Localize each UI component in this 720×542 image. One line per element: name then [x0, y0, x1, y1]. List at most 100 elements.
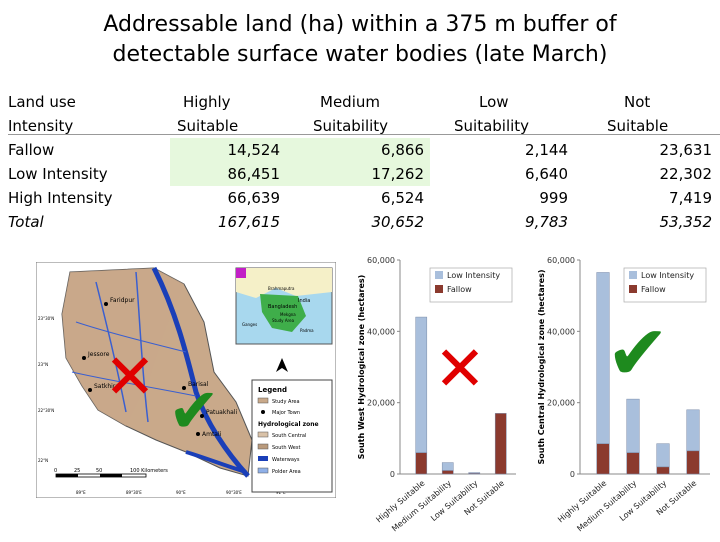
- lat-label: 22°30'N: [38, 408, 54, 413]
- title-line-2: detectable surface water bodies (late Ma…: [112, 42, 608, 67]
- town-jessore: Jessore: [87, 351, 110, 358]
- header-medium: Medium: [320, 93, 380, 111]
- north-arrow-icon: [276, 358, 288, 372]
- bar-low-intensity: [686, 409, 700, 452]
- inset-label-study-area: Study Area: [272, 318, 295, 323]
- cell-highly: 167,615: [217, 213, 280, 231]
- table-header-row-1: Land use Highly Medium Low Not: [8, 90, 714, 114]
- inset-label-brahmaputra: Brahmaputra: [268, 286, 295, 291]
- row-label: Total: [8, 213, 44, 231]
- inset-label-india: India: [298, 298, 310, 304]
- cell-low: 6,640: [525, 165, 568, 183]
- cell-not: 53,352: [659, 213, 713, 231]
- y-axis-label: South West Hydrological zone (hectares): [357, 275, 366, 460]
- bar-fallow: [415, 452, 428, 475]
- bar-low-intensity: [626, 398, 640, 453]
- bar-fallow: [494, 413, 507, 475]
- lon-label: 89°E: [76, 490, 86, 495]
- bar-low-intensity: [415, 316, 428, 453]
- scale-label: 50: [96, 468, 102, 474]
- legend-label: Low Intensity: [641, 271, 694, 280]
- cell-highly: 14,524: [227, 141, 281, 159]
- legend-swatch: [629, 271, 637, 279]
- legend-label: Low Intensity: [447, 271, 500, 280]
- chart-1-cross-mark-icon: ✕: [434, 332, 486, 405]
- cell-low: 9,783: [525, 213, 568, 231]
- row-label: Low Intensity: [8, 165, 108, 183]
- lon-label: 90°E: [176, 490, 186, 495]
- town-satkhira: Satkhira: [94, 383, 119, 390]
- header-intensity: Intensity: [8, 117, 74, 135]
- table-header-row-2: Intensity Suitable Suitability Suitabili…: [8, 114, 714, 138]
- table-row-total: Total 167,615 30,652 9,783 53,352: [8, 210, 714, 234]
- study-area-map: Brahmaputra India Bangladesh Study Area …: [35, 261, 337, 499]
- y-tick-label: 60,000: [547, 256, 575, 265]
- header-suitable-not: Suitable: [607, 117, 669, 135]
- bar-low-intensity: [441, 462, 454, 471]
- inset-label-bangladesh: Bangladesh: [268, 304, 297, 310]
- town-patuakhali: Patuakhali: [206, 409, 237, 416]
- lon-label: 90°30'E: [226, 490, 242, 495]
- legend-zone-south-central: South Central: [272, 433, 306, 439]
- inset-label-mekgna: Mekgna: [280, 312, 296, 317]
- table-row-low-intensity: Low Intensity 86,451 17,262 6,640 22,302: [8, 162, 714, 186]
- x-tick-label: Low Suitability: [429, 478, 480, 523]
- town-amtali: Amtali: [202, 431, 222, 438]
- bar-fallow: [596, 443, 610, 475]
- y-tick-label: 40,000: [547, 327, 575, 336]
- table-row-fallow: Fallow 14,524 6,866 2,144 23,631: [8, 138, 714, 162]
- cell-medium: 17,262: [371, 165, 425, 183]
- bar-low-intensity: [656, 443, 670, 468]
- y-axis-label: South Central Hydrological zone (hectare…: [537, 270, 546, 465]
- legend-major-town: Major Town: [272, 410, 300, 416]
- bar-low-intensity: [468, 472, 481, 474]
- chart-legend: [623, 267, 707, 303]
- table-row-high-intensity: High Intensity 66,639 6,524 999 7,419: [8, 186, 714, 210]
- bar-fallow: [656, 466, 670, 475]
- lat-label: 22°N: [38, 458, 48, 463]
- legend-polder-area: Polder Area: [272, 469, 301, 475]
- legend-label: Fallow: [447, 285, 472, 294]
- scale-label: 100 Kilometers: [130, 468, 168, 474]
- header-land-use: Land use: [8, 93, 76, 111]
- lon-label: 89°30'E: [126, 490, 142, 495]
- cell-not: 23,631: [659, 141, 713, 159]
- legend-waterways: Waterways: [272, 457, 300, 463]
- cell-not: 22,302: [659, 165, 713, 183]
- cell-highly: 86,451: [227, 165, 281, 183]
- x-tick-label: Highly Suitable: [556, 479, 608, 525]
- scale-label: 25: [74, 468, 80, 474]
- cell-not: 7,419: [669, 189, 712, 207]
- chart-2-check-mark-icon: ✔: [606, 308, 670, 397]
- bar-fallow: [441, 470, 454, 475]
- header-suitability-low: Suitability: [454, 117, 530, 135]
- lat-label: 23°N: [38, 362, 48, 367]
- y-tick-label: 60,000: [367, 256, 395, 265]
- town-barisal: Barisal: [188, 381, 209, 388]
- scale-label: 0: [54, 468, 57, 474]
- inset-label-ganges: Ganges: [242, 322, 257, 327]
- cell-highly: 66,639: [227, 189, 281, 207]
- cross-mark-icon: ✕: [104, 340, 156, 413]
- y-tick-label: 0: [390, 470, 395, 479]
- y-tick-label: 20,000: [547, 399, 575, 408]
- chart-south-west: 0 20,000 40,000 60,000 South West Hydrologic…: [354, 252, 522, 538]
- inset-label-padma: Padma: [300, 328, 314, 333]
- cell-low: 999: [539, 189, 568, 207]
- legend-zone-south-west: South West: [272, 445, 300, 451]
- legend-swatch: [435, 271, 443, 279]
- lat-label: 23°30'N: [38, 316, 54, 321]
- bar-low-intensity: [596, 272, 610, 444]
- cell-low: 2,144: [525, 141, 568, 159]
- table-highlight: [170, 138, 430, 186]
- legend-swatch: [435, 285, 443, 293]
- legend-zone-title: Hydrological zone: [258, 421, 319, 428]
- legend-label: Fallow: [641, 285, 666, 294]
- town-faridpur: Faridpur: [110, 297, 135, 304]
- row-label: Fallow: [8, 141, 55, 159]
- bar-fallow: [686, 450, 700, 475]
- cell-medium: 6,866: [381, 141, 424, 159]
- bar-fallow: [626, 452, 640, 475]
- header-suitable: Suitable: [177, 117, 239, 135]
- y-tick-label: 0: [570, 470, 575, 479]
